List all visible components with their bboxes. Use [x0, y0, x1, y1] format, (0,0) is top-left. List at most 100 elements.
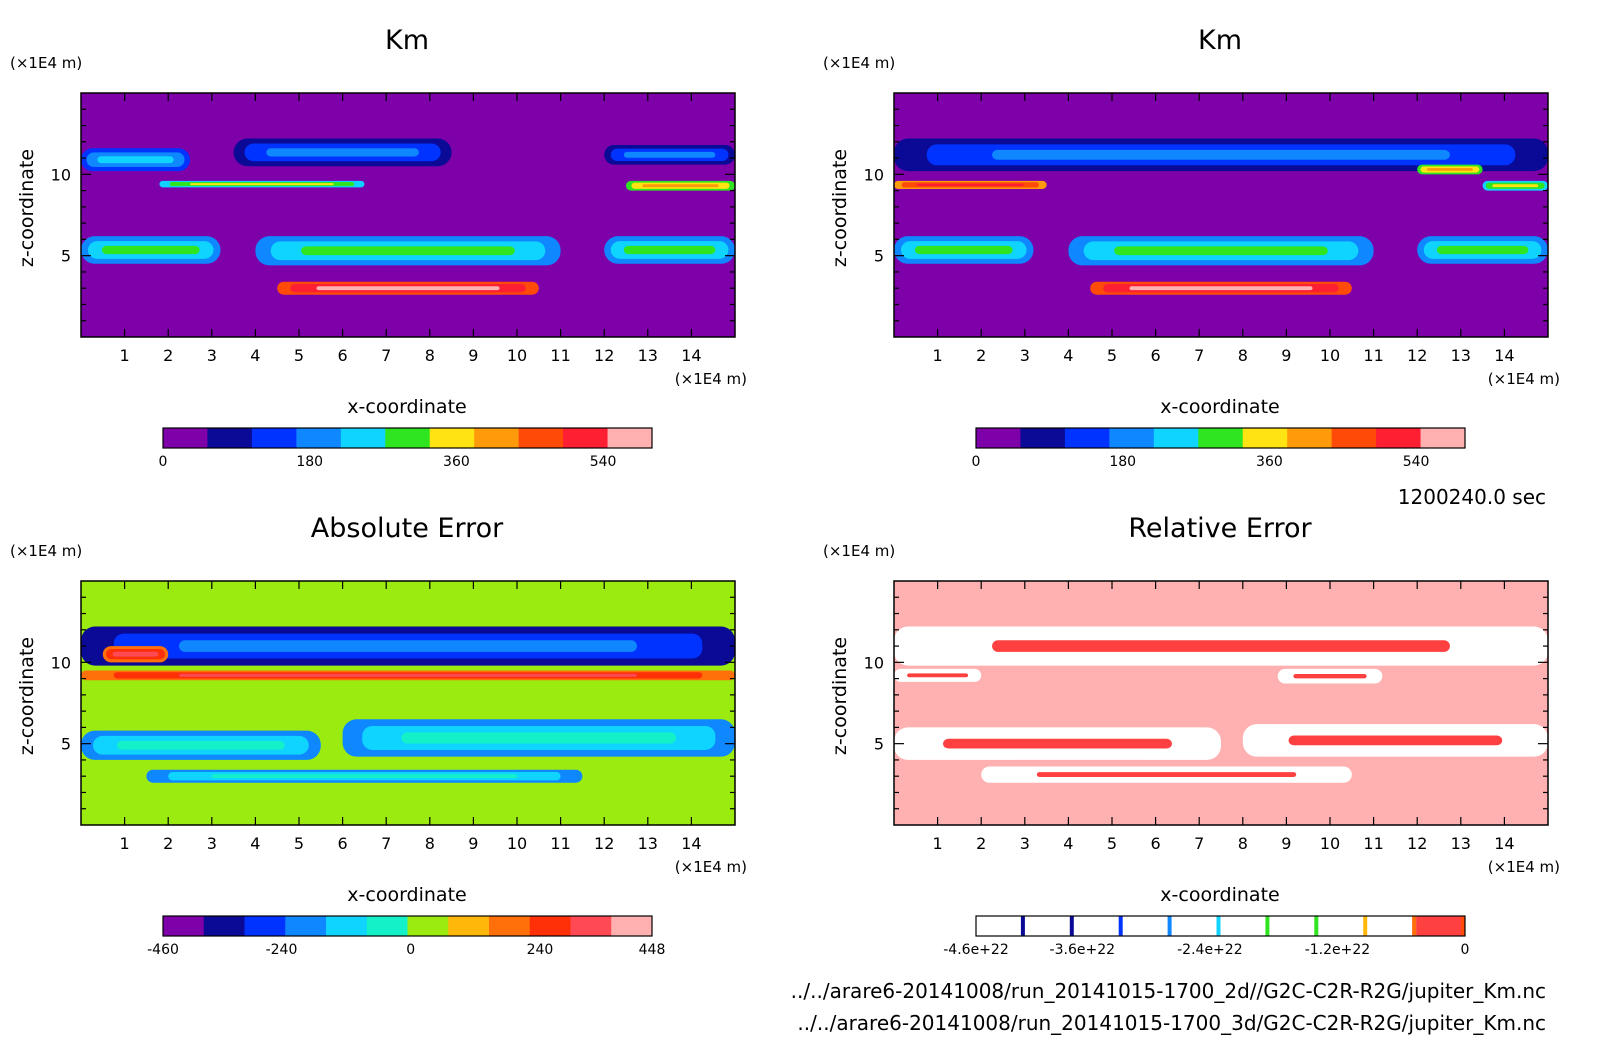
x-tick-label: 11 [1363, 834, 1383, 853]
x-tick-label: 1 [933, 834, 943, 853]
plot-frame [893, 580, 1549, 826]
x-tick-label: 1 [933, 346, 943, 365]
colorbar-swatch [474, 428, 520, 448]
panel-4: Relative Error(×1E4 m)1 2 3 4 5 6 7 8 9 10 11 12 13 1… [823, 513, 1560, 958]
x-tick-label: 14 [1494, 346, 1514, 365]
x-tick-label: 4 [250, 346, 260, 365]
x-tick-label: 2 [163, 346, 173, 365]
x-axis-label: x-coordinate [347, 396, 466, 418]
x-tick-label: 1 [120, 346, 130, 365]
time-label: 1200240.0 sec [1398, 485, 1546, 509]
colorbar-frame [162, 915, 653, 937]
x-tick-label: 5 [1107, 834, 1117, 853]
colorbar-swatch [1242, 428, 1288, 448]
colorbar-swatch [1020, 428, 1066, 448]
colorbar-swatch [163, 428, 208, 448]
y-tick-label: 10 [51, 165, 71, 184]
colorbar-swatch [1109, 428, 1155, 448]
y-unit-label: (×1E4 m) [10, 542, 82, 560]
contour-core [1436, 245, 1529, 255]
x-tick-label: 5 [294, 346, 304, 365]
x-tick-label: 6 [1151, 834, 1161, 853]
contour-core [401, 732, 677, 744]
contour-core [1492, 184, 1539, 188]
colorbar-swatch [1367, 916, 1417, 936]
contour-core [1114, 246, 1328, 256]
x-tick-label: 8 [1238, 346, 1248, 365]
y-unit-label: (×1E4 m) [10, 54, 82, 72]
contour-layer [81, 626, 735, 783]
y-axis-label: z-coordinate [829, 637, 851, 755]
x-unit-label: (×1E4 m) [675, 370, 747, 388]
colorbar-tick-label: 540 [590, 454, 617, 470]
x-tick-label: 7 [381, 346, 391, 365]
contour-core [916, 183, 1024, 187]
x-tick-label: 3 [207, 834, 217, 853]
y-tick-label: 5 [61, 247, 71, 266]
colorbar-swatch [366, 916, 408, 936]
colorbar-swatch [407, 916, 449, 936]
panel-3: Absolute Error(×1E4 m)1 2 3 4 5 6 7 8 9 10 11 12 13 1… [10, 513, 747, 958]
colorbar-swatch [1287, 428, 1333, 448]
x-tick-label: 10 [507, 346, 527, 365]
x-tick-label: 13 [638, 834, 658, 853]
colorbar-tick-label: -1.2e+22 [1305, 942, 1370, 958]
colorbar-tick-label: -2.4e+22 [1177, 942, 1242, 958]
x-tick-label: 7 [381, 834, 391, 853]
contour-core [301, 246, 515, 256]
y-unit-label: (×1E4 m) [823, 542, 895, 560]
x-tick-label: 4 [1063, 346, 1073, 365]
colorbar: 0 180 360 540 [159, 427, 653, 470]
x-tick-label: 9 [1281, 346, 1291, 365]
x-tick-label: 2 [163, 834, 173, 853]
plot-area [81, 581, 735, 825]
colorbar-swatch [244, 916, 286, 936]
x-tick-label: 3 [1020, 346, 1030, 365]
colorbar-tick-label: 448 [639, 942, 666, 958]
plot-area [81, 93, 735, 337]
colorbar-tick-label: 0 [1461, 942, 1470, 958]
colorbar-swatch [489, 916, 531, 936]
colorbar-swatch [448, 916, 490, 936]
contour-core [1293, 673, 1367, 679]
colorbar-swatch [1153, 428, 1199, 448]
colorbar-swatch [203, 916, 245, 936]
x-tick-label: 13 [638, 346, 658, 365]
contour-layer [81, 138, 735, 295]
colorbar-frame [975, 915, 1466, 937]
x-tick-label: 10 [507, 834, 527, 853]
colorbar-tick-label: 0 [159, 454, 168, 470]
x-tick-label: 12 [1407, 346, 1427, 365]
colorbar-swatch [607, 428, 653, 448]
x-tick-label: 10 [1320, 834, 1340, 853]
plot-area [894, 581, 1548, 825]
colorbar-tick-label: -4.6e+22 [943, 942, 1008, 958]
contour-core [623, 245, 716, 255]
x-tick-label: 14 [1494, 834, 1514, 853]
colorbar-tick-label: -240 [266, 942, 298, 958]
colorbar-tick-label: 540 [1403, 454, 1430, 470]
y-tick-label: 5 [874, 247, 884, 266]
contour-layer [894, 138, 1548, 295]
colorbar-swatch [1171, 916, 1221, 936]
footer-path-3d: ../../arare6-20141008/run_20141015-1700_… [797, 1011, 1546, 1035]
y-tick-label: 5 [874, 735, 884, 754]
chart-title: Relative Error [1128, 513, 1312, 544]
contour-core [211, 774, 518, 779]
x-tick-label: 12 [594, 834, 614, 853]
x-tick-label: 9 [1281, 834, 1291, 853]
colorbar-swatch [1064, 428, 1110, 448]
x-tick-label: 4 [250, 834, 260, 853]
x-tick-label: 11 [550, 834, 570, 853]
y-tick-label: 10 [864, 165, 884, 184]
colorbar-swatch [1024, 916, 1075, 936]
x-axis-label: x-coordinate [347, 884, 466, 906]
colorbar-swatch [296, 428, 342, 448]
contour-core [266, 148, 419, 157]
x-tick-label: 2 [976, 346, 986, 365]
chart-title: Absolute Error [311, 513, 504, 544]
x-axis-label: x-coordinate [1160, 884, 1279, 906]
y-axis-label: z-coordinate [16, 637, 38, 755]
